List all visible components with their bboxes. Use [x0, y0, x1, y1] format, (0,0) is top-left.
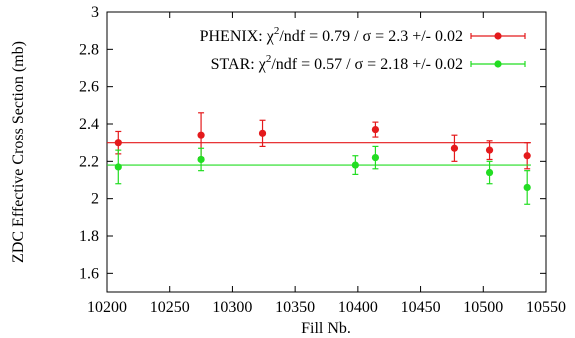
phenix-series — [107, 112, 531, 170]
x-tick-label: 10550 — [526, 299, 566, 316]
phenix-data-point — [258, 119, 267, 147]
legend-superscript: 2 — [274, 25, 280, 37]
star-data-point — [114, 149, 122, 185]
x-tick-label: 10450 — [401, 299, 441, 316]
legend-marker-phenix — [494, 32, 502, 40]
legend-label-star: STAR: χ2/ndf = 0.57 / σ = 2.18 +/- 0.02 — [211, 53, 463, 73]
star-data-point — [197, 147, 205, 172]
x-tick-label: 10500 — [463, 299, 503, 316]
plot-area — [106, 11, 547, 293]
star-series — [107, 145, 531, 205]
x-tick-label: 10350 — [275, 299, 315, 316]
phenix-marker — [523, 152, 531, 160]
star-data-point — [371, 145, 380, 170]
legend-superscript: 2 — [266, 53, 272, 65]
x-tick-label: 10200 — [87, 299, 127, 316]
star-marker — [351, 161, 359, 169]
y-tick-label: 2.2 — [79, 153, 99, 170]
phenix-data-point — [485, 140, 494, 161]
legend-suffix: /ndf = 0.57 / σ = 2.18 +/- 0.02 — [271, 56, 463, 73]
phenix-data-point — [523, 142, 531, 170]
legend-entry-phenix: PHENIX: χ2/ndf = 0.79 / σ = 2.3 +/- 0.02 — [200, 25, 526, 45]
y-tick-label: 2.4 — [79, 116, 99, 133]
y-tick-label: 1.6 — [79, 265, 99, 282]
y-tick-label: 2 — [91, 191, 99, 208]
legend-chi: χ — [266, 28, 275, 45]
phenix-data-point — [371, 121, 380, 138]
phenix-marker — [485, 146, 494, 154]
y-tick-label: 2.6 — [79, 79, 99, 96]
phenix-marker — [258, 129, 267, 137]
star-marker — [197, 155, 205, 164]
phenix-marker — [114, 139, 122, 147]
star-marker — [523, 183, 531, 192]
star-marker — [371, 154, 380, 162]
legend-prefix: STAR: — [211, 56, 259, 73]
data-series — [107, 112, 531, 205]
star-data-point — [523, 170, 531, 205]
phenix-marker — [450, 144, 459, 152]
x-tick-label: 10250 — [150, 299, 190, 316]
x-tick-label: 10400 — [338, 299, 378, 316]
axis-ticks: 10200 10250 10300 10350 10400 10450 10500 10550… — [79, 4, 566, 316]
y-tick-label: 3 — [91, 4, 99, 21]
legend-label-phenix: PHENIX: χ2/ndf = 0.79 / σ = 2.3 +/- 0.02 — [200, 25, 463, 45]
legend: PHENIX: χ2/ndf = 0.79 / σ = 2.3 +/- 0.02… — [200, 25, 526, 73]
x-axis-label: Fill Nb. — [301, 320, 351, 337]
y-axis-label: ZDC Effective Cross Section (mb) — [10, 41, 27, 263]
phenix-data-point — [450, 134, 459, 162]
legend-marker-star — [494, 60, 502, 68]
star-marker — [485, 168, 494, 177]
x-tick-label: 10300 — [212, 299, 252, 316]
star-marker — [114, 163, 122, 171]
legend-entry-star: STAR: χ2/ndf = 0.57 / σ = 2.18 +/- 0.02 — [211, 53, 526, 73]
phenix-marker — [197, 131, 205, 139]
legend-suffix: /ndf = 0.79 / σ = 2.3 +/- 0.02 — [279, 28, 463, 45]
y-tick-label: 2.8 — [79, 41, 99, 58]
phenix-marker — [371, 126, 380, 134]
y-tick-label: 1.8 — [79, 228, 99, 245]
legend-prefix: PHENIX: — [200, 28, 267, 45]
star-data-point — [485, 160, 494, 185]
plot-frame — [106, 11, 547, 293]
star-data-point — [351, 155, 359, 175]
legend-chi: χ — [258, 56, 267, 73]
